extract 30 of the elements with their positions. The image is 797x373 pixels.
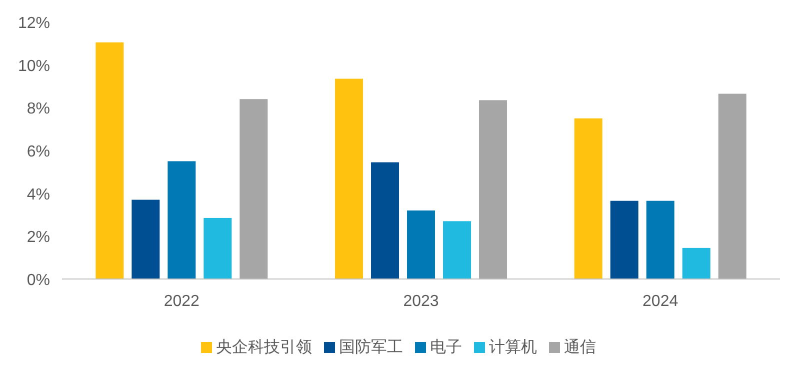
x-tick-label: 2024 — [642, 293, 678, 310]
y-tick-label: 10% — [18, 58, 50, 75]
bar — [682, 248, 710, 279]
bar — [574, 118, 602, 279]
bar — [168, 161, 196, 279]
bar — [204, 218, 232, 279]
bar — [646, 200, 674, 279]
bar — [443, 221, 471, 279]
bar — [240, 99, 268, 279]
y-tick-label: 0% — [26, 272, 50, 289]
legend-label: 央企科技引领 — [216, 338, 312, 356]
y-tick-label: 2% — [26, 229, 50, 246]
legend-label: 国防军工 — [339, 338, 403, 356]
x-tick-label: 2023 — [403, 293, 439, 310]
y-tick-label: 12% — [18, 15, 50, 32]
bar — [718, 94, 746, 279]
legend-label: 电子 — [430, 338, 462, 356]
y-tick-label: 4% — [26, 186, 50, 204]
bar — [610, 200, 638, 279]
legend-label: 计算机 — [489, 338, 537, 356]
bar — [479, 100, 507, 279]
legend-label: 通信 — [564, 338, 596, 356]
y-tick-label: 8% — [26, 100, 50, 118]
bar — [371, 162, 399, 279]
bar — [96, 42, 124, 279]
x-tick-label: 2022 — [164, 293, 200, 310]
y-tick-label: 6% — [26, 144, 50, 160]
bar — [335, 78, 363, 279]
bar — [407, 210, 435, 279]
bar — [132, 200, 160, 279]
